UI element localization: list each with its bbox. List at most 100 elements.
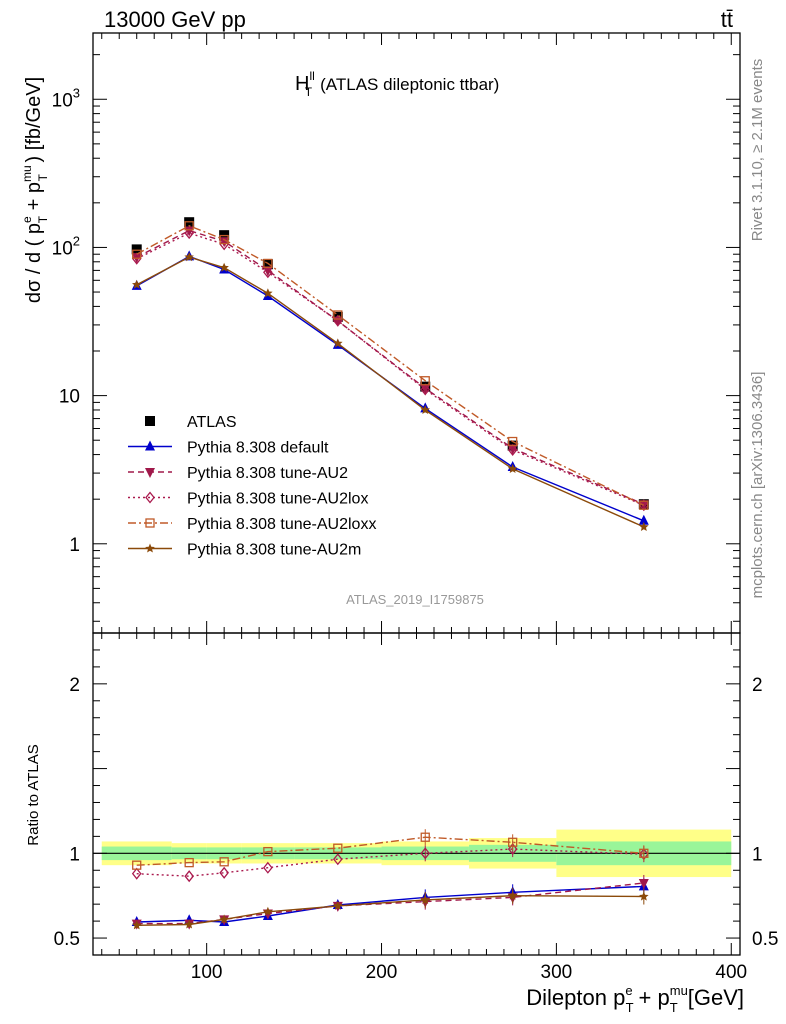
x-axis-label-main: Dilepton p bbox=[526, 985, 625, 1010]
data-point bbox=[219, 262, 229, 272]
ratio-series-line bbox=[136, 885, 644, 923]
analysis-watermark: ATLAS_2019_I1759875 bbox=[346, 592, 484, 607]
data-point bbox=[263, 266, 273, 279]
data-point bbox=[638, 514, 649, 525]
data-point bbox=[184, 227, 195, 240]
ratio-data-point bbox=[420, 832, 430, 842]
x-tick-label: 400 bbox=[715, 962, 747, 983]
ratio-series-line bbox=[136, 848, 644, 877]
legend-label: Pythia 8.308 tune-AU2 bbox=[187, 465, 348, 482]
data-point bbox=[420, 376, 430, 386]
legend-label: Pythia 8.308 tune-AU2m bbox=[187, 542, 361, 559]
legend-entry: Pythia 8.308 tune-AU2lox bbox=[128, 491, 368, 508]
data-point bbox=[333, 310, 343, 320]
data-point bbox=[219, 238, 229, 251]
x-tick-label: 300 bbox=[541, 962, 573, 983]
ratio-data-point bbox=[131, 867, 142, 880]
ratio-data-point bbox=[132, 860, 142, 870]
x-axis-label-sub1: T bbox=[626, 1000, 634, 1015]
data-point bbox=[420, 383, 431, 396]
data-point bbox=[131, 244, 142, 255]
ratio-y-tick-label: 2 bbox=[69, 675, 80, 696]
legend-label: Pythia 8.308 tune-AU2loxx bbox=[187, 516, 376, 533]
data-point bbox=[262, 266, 273, 277]
legend-entry: Pythia 8.308 default bbox=[128, 440, 329, 457]
series-pythia-8-308-default bbox=[131, 250, 649, 525]
main-panel: 1 10 102 103 bbox=[52, 32, 741, 955]
ratio-data-point bbox=[507, 843, 518, 856]
ratio-data-point bbox=[184, 870, 195, 883]
x-axis-label: Dilepton pe T + pmu T [GeV] bbox=[526, 983, 744, 1015]
legend-marker bbox=[145, 468, 155, 478]
ratio-series-pythia-8-308-tune-au2m bbox=[132, 887, 649, 930]
ratio-series-pythia-8-308-tune-au2loxx bbox=[132, 829, 649, 870]
ratio-data-point bbox=[184, 857, 194, 868]
ratio-data-point bbox=[420, 847, 431, 860]
data-point bbox=[184, 221, 194, 231]
plot-title-rest: (ATLAS dileptonic ttbar) bbox=[320, 75, 499, 94]
ratio-data-point bbox=[638, 878, 649, 889]
data-point bbox=[263, 258, 273, 269]
series-pythia-8-308-tune-au2m bbox=[132, 252, 649, 531]
ratio-series-line bbox=[136, 894, 644, 926]
data-point bbox=[132, 249, 142, 259]
y-tick-label: 10 bbox=[59, 387, 80, 408]
x-axis-label-unit: [GeV] bbox=[688, 985, 744, 1010]
ratio-data-point bbox=[184, 919, 194, 929]
header-energy-label: 13000 GeV pp bbox=[104, 7, 246, 32]
legend-marker bbox=[145, 416, 155, 426]
legend: ATLAS Pythia 8.308 default Pythia 8.308 tu… bbox=[128, 414, 376, 559]
y-tick-label: 102 bbox=[52, 233, 80, 259]
ratio-data-point bbox=[219, 914, 229, 924]
x-axis-label-sup2: mu bbox=[670, 983, 688, 998]
data-point bbox=[219, 234, 229, 245]
legend-marker bbox=[145, 543, 155, 553]
plot-title-main: H bbox=[295, 73, 309, 95]
y-tick-label: 103 bbox=[52, 85, 80, 111]
main-y-axis-label: dσ / d ( pe T + pmu T ) [fb/GeV] bbox=[20, 77, 50, 303]
legend-label: Pythia 8.308 tune-AU2lox bbox=[187, 491, 368, 508]
ratio-data-point bbox=[333, 900, 343, 910]
ratio-data-point bbox=[332, 853, 343, 866]
ratio-data-point bbox=[219, 866, 229, 879]
legend-marker bbox=[145, 518, 155, 528]
ratio-y-tick-label: 0.5 bbox=[54, 929, 80, 950]
data-point bbox=[420, 405, 430, 414]
plot-title-sup: ll bbox=[309, 69, 314, 83]
ratio-y-axis-label: Ratio to ATLAS bbox=[25, 744, 42, 845]
data-point bbox=[262, 259, 273, 270]
legend-entry: Pythia 8.308 tune-AU2 bbox=[128, 465, 348, 482]
x-axis-label-sup1: e bbox=[625, 983, 632, 998]
ratio-y-tick-label: 1 bbox=[69, 844, 80, 865]
data-point bbox=[333, 338, 343, 348]
plot-title: Hll T (ATLAS dileptonic ttbar) bbox=[295, 69, 499, 99]
legend-entry: Pythia 8.308 tune-AU2loxx bbox=[128, 516, 376, 533]
series-line bbox=[136, 232, 645, 506]
ratio-data-point bbox=[219, 857, 229, 867]
legend-label: ATLAS bbox=[187, 414, 237, 431]
data-point bbox=[263, 288, 273, 298]
ratio-frame bbox=[92, 632, 741, 956]
series-pythia-8-308-tune-au2loxx bbox=[132, 221, 649, 510]
data-point bbox=[184, 226, 195, 237]
data-point bbox=[219, 237, 230, 248]
data-point bbox=[508, 436, 518, 447]
side-label-mcplots: mcplots.cern.ch [arXiv:1306.3436] bbox=[749, 372, 766, 599]
ratio-data-point bbox=[263, 906, 273, 916]
ratio-data-point bbox=[263, 846, 273, 857]
data-point bbox=[507, 463, 518, 473]
ratio-data-point bbox=[507, 890, 518, 900]
data-point bbox=[507, 443, 518, 456]
data-point bbox=[184, 252, 194, 262]
header-process-label: tt̄ bbox=[721, 7, 733, 32]
series-pythia-8-308-tune-au2lox bbox=[131, 227, 649, 512]
y-tick-label: 1 bbox=[69, 535, 80, 556]
x-axis-label-mid: + p bbox=[639, 985, 670, 1010]
series-line bbox=[136, 225, 645, 506]
ratio-data-point bbox=[420, 894, 430, 904]
ratio-y-tick-label-right: 2 bbox=[752, 675, 763, 696]
legend-entry: Pythia 8.308 tune-AU2m bbox=[128, 542, 361, 559]
series-line bbox=[136, 229, 645, 505]
